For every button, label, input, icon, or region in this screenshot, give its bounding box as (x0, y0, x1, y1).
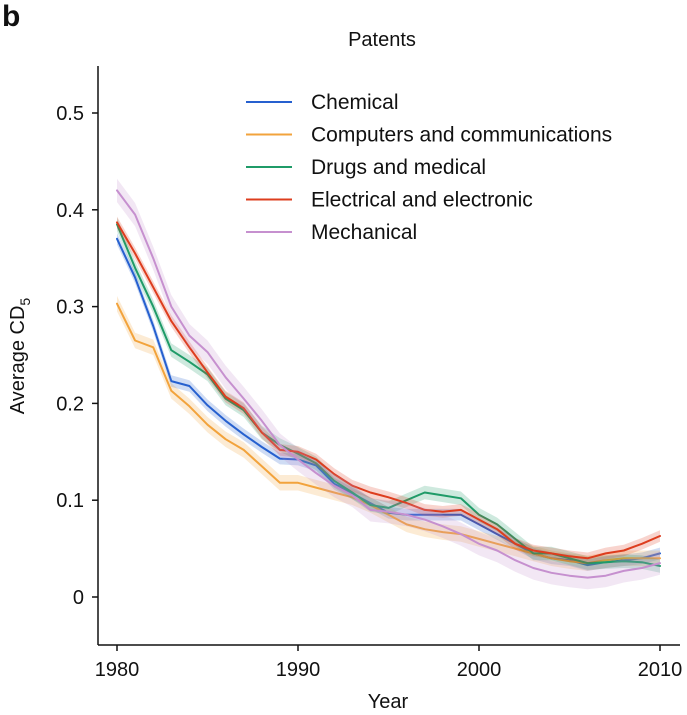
x-tick-label: 2000 (457, 659, 502, 681)
series-line-drugs-and-medical (116, 223, 661, 567)
y-tick-label: 0.5 (56, 103, 84, 125)
y-tick-label: 0.1 (56, 490, 84, 512)
legend-label-chemical: Chemical (311, 91, 399, 114)
series-band-computers-and-communications (117, 296, 660, 571)
series-electrical-and-electronic (116, 216, 661, 565)
y-axis-label-main: Average CD (7, 306, 29, 415)
series-group (116, 178, 661, 590)
legend-label-computers-and-communications: Computers and communications (311, 124, 612, 147)
legend-label-electrical-and-electronic: Electrical and electronic (311, 189, 533, 212)
y-axis-ticks: 0 0.1 0.2 0.3 0.4 0.5 (56, 103, 98, 609)
x-tick-label: 1980 (95, 659, 140, 681)
x-tick-label: 1990 (276, 659, 321, 681)
series-band-electrical-and-electronic (117, 216, 660, 565)
series-computers-and-communications (116, 296, 661, 571)
panel-label: b (2, 0, 21, 33)
series-line-electrical-and-electronic (116, 221, 661, 560)
chart-title: Patents (348, 29, 416, 51)
legend-label-mechanical: Mechanical (311, 221, 417, 244)
series-line-mechanical (116, 189, 661, 579)
y-tick-label: 0.2 (56, 393, 84, 415)
legend-label-drugs-and-medical: Drugs and medical (311, 156, 486, 179)
series-line-computers-and-communications (116, 302, 661, 565)
series-band-mechanical (117, 178, 660, 590)
y-tick-label: 0.4 (56, 200, 84, 222)
y-tick-label: 0.3 (56, 297, 84, 319)
y-axis-label: Average CD5 (7, 298, 33, 415)
y-tick-label: 0 (73, 587, 84, 609)
x-tick-label: 2010 (638, 659, 683, 681)
legend: Chemical Computers and communications Drug… (246, 91, 612, 244)
x-axis-label: Year (368, 691, 409, 713)
series-mechanical (116, 178, 661, 590)
x-axis-ticks: 1980 1990 2000 2010 (95, 645, 683, 681)
y-axis-label-subscript: 5 (17, 298, 33, 306)
